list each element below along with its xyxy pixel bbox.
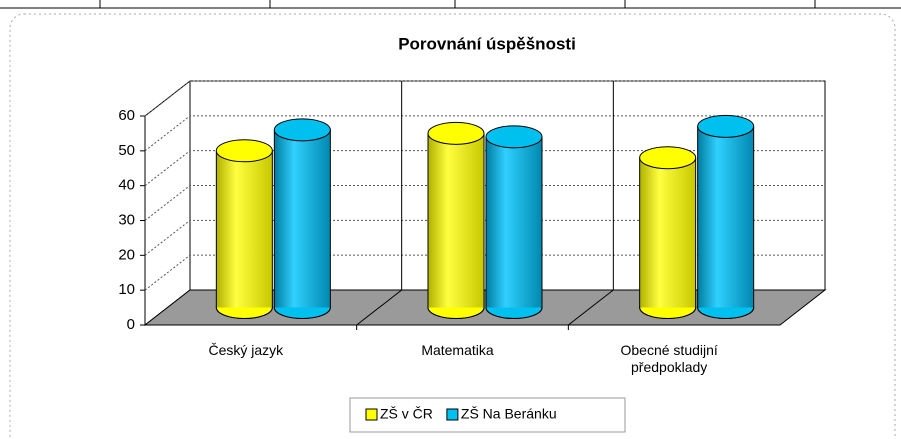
cylinder-front <box>427 307 485 319</box>
y-tick-label: 60 <box>118 107 135 124</box>
y-tick-label: 20 <box>118 246 135 263</box>
category-divider <box>568 289 614 326</box>
x-tick-label: Český jazyk <box>208 342 284 358</box>
cylinder-front <box>697 307 755 319</box>
plot: 0 10 20 30 40 50 60 <box>118 79 827 333</box>
y-tick-label: 50 <box>118 142 135 159</box>
legend-box <box>349 397 626 433</box>
cylinder-body <box>639 157 696 308</box>
legend-swatch <box>446 408 459 421</box>
cylinder-top <box>697 114 755 138</box>
x-tick-label: Obecné studijní předpoklady <box>620 342 718 375</box>
cylinder-front <box>639 307 697 319</box>
legend-label: ZŠ v ČR <box>380 406 433 422</box>
cylinder-front <box>485 307 543 319</box>
y-tick-label: 30 <box>118 211 135 228</box>
cylinder <box>697 114 755 319</box>
x-tick-label: Matematika <box>421 342 494 358</box>
cylinder-front <box>215 307 273 319</box>
y-tick-label: 10 <box>118 281 135 298</box>
cylinder-top <box>215 139 273 163</box>
cylinder-front <box>273 307 331 319</box>
cylinder-body <box>697 126 754 308</box>
category-divider <box>356 289 402 326</box>
y-tick-label: 40 <box>118 177 135 194</box>
cylinder <box>485 125 543 319</box>
y-tick-label: 0 <box>127 316 135 333</box>
cylinder-body <box>486 136 542 308</box>
cylinder-top <box>427 121 485 145</box>
cylinder-body <box>274 129 331 308</box>
chart-title: Porovnání úspěšnosti <box>398 34 576 53</box>
cylinder <box>273 118 331 319</box>
legend-label: ZŠ Na Beránku <box>461 406 557 422</box>
cylinder-top <box>273 118 331 142</box>
table-row-lines <box>0 0 901 9</box>
cylinder-top <box>485 125 543 149</box>
cylinder-body <box>216 150 273 308</box>
cylinder <box>639 146 697 319</box>
cylinder-top <box>639 146 697 170</box>
legend-swatch <box>365 408 378 421</box>
cylinder <box>427 121 485 319</box>
cylinder-body <box>428 133 484 308</box>
cylinder <box>215 139 273 319</box>
